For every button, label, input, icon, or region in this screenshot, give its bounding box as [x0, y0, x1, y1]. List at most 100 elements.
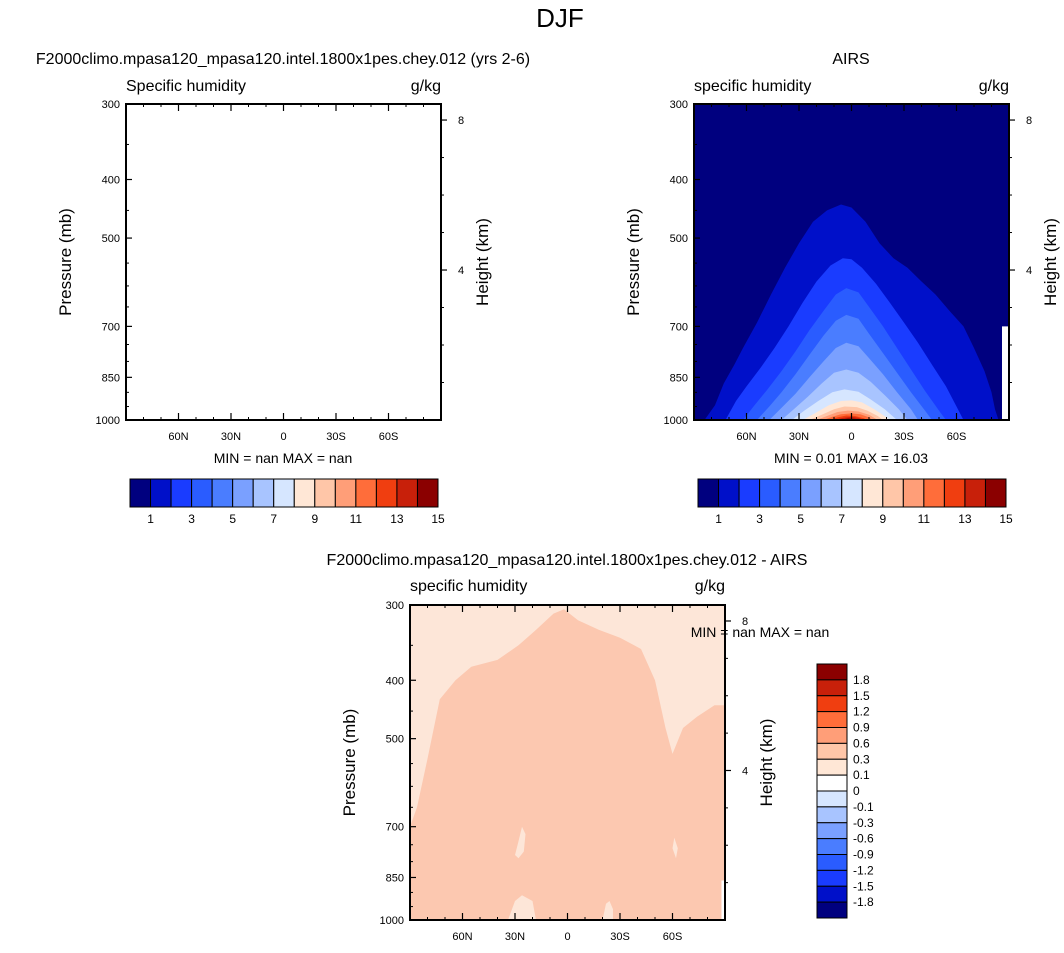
colorbar-label: 3: [756, 512, 763, 526]
colorbar-label: 1: [715, 512, 722, 526]
colorbar-swatch: [841, 478, 863, 508]
figure-title: DJF: [536, 3, 584, 33]
colorbar-label: 0: [853, 784, 860, 798]
stats-text: MIN = nan MAX = nan: [214, 450, 353, 466]
stats-text: MIN = nan MAX = nan: [691, 624, 830, 640]
y-tick-label: 700: [102, 321, 120, 333]
colorbar-swatch: [816, 774, 848, 792]
height-tick-label: 4: [458, 265, 464, 277]
units-label: g/kg: [979, 78, 1009, 95]
y-tick-label: 500: [386, 734, 404, 746]
colorbar-swatch: [314, 478, 336, 508]
colorbar-swatch: [816, 838, 848, 855]
difference-patch-1: [672, 837, 678, 859]
colorbar-label: -0.1: [853, 800, 874, 814]
colorbar-swatch: [150, 478, 172, 508]
colorbar-swatch: [816, 679, 848, 697]
panel-title: F2000climo.mpasa120_mpasa120.intel.1800x…: [36, 51, 530, 68]
colorbar-swatch: [396, 478, 418, 508]
variable-label: Specific humidity: [126, 78, 246, 95]
colorbar-swatch: [816, 822, 848, 840]
colorbar-swatch: [718, 478, 740, 508]
colorbar-swatch: [816, 758, 848, 776]
x-tick-label: 30N: [789, 431, 809, 443]
y-tick-label: 700: [386, 822, 404, 834]
height-tick-label: 4: [742, 765, 748, 777]
x-tick-label: 0: [848, 431, 854, 443]
colorbar-swatch: [816, 727, 848, 744]
y-tick-label: 400: [102, 175, 120, 187]
colorbar-label: 0.3: [853, 752, 870, 766]
y-tick-label: 300: [102, 99, 120, 111]
colorbar-label: 5: [797, 512, 804, 526]
y-tick-label: 700: [670, 321, 688, 333]
colorbar-swatch: [334, 478, 357, 508]
colorbar-label: 11: [918, 512, 931, 526]
colorbar-label: 9: [311, 512, 318, 526]
colorbar-swatch: [882, 478, 904, 508]
colorbar-swatch: [816, 885, 848, 903]
height-tick-label: 8: [458, 115, 464, 127]
missing-data-strip: [1002, 326, 1009, 420]
colorbar-label: 1: [147, 512, 154, 526]
colorbar-swatch: [816, 806, 848, 824]
colorbar-label: 0.9: [853, 721, 870, 735]
colorbar-label: 3: [188, 512, 195, 526]
x-tick-label: 60S: [663, 931, 683, 943]
x-tick-label: 30S: [610, 931, 630, 943]
y-tick-label: 1000: [380, 915, 404, 927]
height-tick-label: 4: [1026, 265, 1032, 277]
y-tick-label: 1000: [664, 415, 688, 427]
colorbar-swatch: [820, 478, 843, 508]
colorbar-label: -1.2: [853, 863, 874, 877]
y-tick-label: 500: [102, 233, 120, 245]
colorbar-swatch: [355, 478, 377, 508]
colorbar-label: 13: [390, 512, 404, 526]
height-tick-label: 8: [1026, 115, 1032, 127]
colorbar-label: 9: [879, 512, 886, 526]
colorbar-label: 11: [350, 512, 363, 526]
colorbar-label: 15: [999, 512, 1013, 526]
y-tick-label: 850: [386, 872, 404, 884]
panel-title: F2000climo.mpasa120_mpasa120.intel.1800x…: [327, 552, 808, 569]
x-tick-label: 60S: [947, 431, 967, 443]
x-tick-label: 60N: [452, 931, 472, 943]
colorbar-swatch: [416, 478, 439, 508]
y-axis-label-right: Height (km): [473, 218, 492, 306]
panel-title: AIRS: [832, 51, 869, 68]
y-axis-label-right: Height (km): [757, 719, 776, 807]
missing-data-strip: [721, 880, 725, 920]
colorbar-swatch: [738, 478, 761, 508]
colorbar-swatch: [902, 478, 925, 508]
colorbar-swatch: [232, 478, 254, 508]
colorbar-swatch: [816, 901, 848, 919]
y-axis-label: Pressure (mb): [624, 208, 643, 316]
colorbar-swatch: [984, 478, 1007, 508]
plot-area: [694, 104, 1009, 420]
stats-text: MIN = 0.01 MAX = 16.03: [774, 450, 928, 466]
y-tick-label: 850: [670, 372, 688, 384]
units-label: g/kg: [411, 78, 441, 95]
x-tick-label: 60N: [168, 431, 188, 443]
colorbar-label: 15: [431, 512, 445, 526]
x-tick-label: 30S: [326, 431, 346, 443]
colorbar-swatch: [375, 478, 398, 508]
x-tick-label: 30N: [505, 931, 525, 943]
colorbar-swatch: [800, 478, 822, 508]
colorbar-label: 7: [838, 512, 845, 526]
colorbar-label: -0.3: [853, 816, 874, 830]
colorbar-label: 5: [229, 512, 236, 526]
colorbar-swatch: [861, 478, 884, 508]
chart-panel-difference: F2000climo.mpasa120_mpasa120.intel.1800x…: [327, 552, 874, 943]
x-tick-label: 0: [564, 931, 570, 943]
y-tick-label: 300: [670, 99, 688, 111]
colorbar-swatch: [252, 478, 275, 508]
colorbar-swatch: [816, 742, 848, 760]
colorbar-swatch: [943, 478, 966, 508]
colorbar-label: -0.6: [853, 832, 874, 846]
colorbar-label: 0.6: [853, 736, 870, 750]
difference-fill: [410, 609, 725, 920]
plot-frame: [125, 103, 442, 421]
